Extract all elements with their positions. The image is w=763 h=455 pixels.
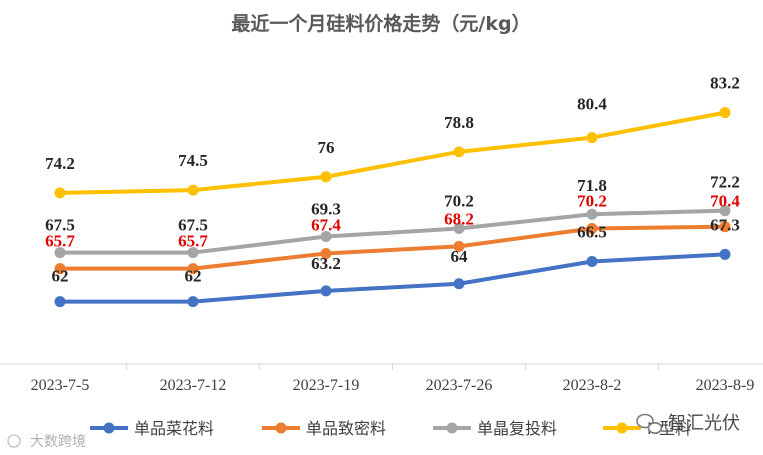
legend-marker bbox=[275, 422, 287, 434]
series-line bbox=[58, 110, 727, 195]
data-point bbox=[54, 296, 66, 308]
data-point bbox=[719, 248, 731, 260]
watermark-logo-text: 大数跨境 bbox=[30, 434, 86, 450]
data-point bbox=[187, 247, 199, 259]
data-label: 74.5 bbox=[178, 151, 208, 170]
series-3-labels: 67.5 67.569.3 70.271.8 72.2 bbox=[45, 173, 740, 235]
data-point bbox=[54, 187, 66, 199]
data-label: 63.2 bbox=[311, 254, 341, 273]
data-label: 67.5 bbox=[178, 216, 208, 235]
data-label: 65.7 bbox=[45, 232, 75, 251]
data-point bbox=[586, 132, 598, 144]
series-1-labels: 62 62 63.2 64 66.5 67.3 bbox=[52, 215, 740, 285]
series-2-labels: 65.7 65.767.4 68.270.2 70.4 bbox=[45, 192, 740, 251]
legend-marker bbox=[616, 422, 628, 434]
data-label: 83.2 bbox=[710, 74, 740, 93]
series-1 bbox=[54, 248, 731, 308]
series-2 bbox=[54, 221, 731, 275]
legend-item[interactable]: 单晶复投料 bbox=[433, 419, 557, 438]
series-line bbox=[58, 224, 727, 271]
data-point bbox=[586, 223, 598, 235]
data-point bbox=[54, 263, 66, 275]
data-label: 65.7 bbox=[178, 232, 208, 251]
x-tick-label: 2023-8-9 bbox=[696, 377, 755, 394]
data-point bbox=[453, 240, 465, 252]
wechat-watermark: 智汇光伏 bbox=[636, 413, 740, 434]
series-4 bbox=[54, 107, 731, 199]
legend-marker bbox=[446, 422, 458, 434]
legend-item[interactable]: 单品菜花料 bbox=[90, 419, 214, 438]
x-tick-label: 2023-7-5 bbox=[31, 377, 90, 394]
data-point bbox=[320, 231, 332, 243]
data-point bbox=[187, 184, 199, 196]
data-point bbox=[586, 208, 598, 220]
data-point bbox=[320, 247, 332, 259]
data-label: 64 bbox=[451, 247, 469, 266]
legend-marker bbox=[103, 422, 115, 434]
data-label: 62 bbox=[52, 267, 69, 286]
x-tick-label: 2023-7-12 bbox=[160, 377, 227, 394]
data-point bbox=[187, 263, 199, 275]
data-point bbox=[320, 171, 332, 183]
data-label: 67.3 bbox=[710, 215, 740, 234]
data-label: 70.2 bbox=[444, 192, 474, 211]
data-point bbox=[453, 223, 465, 235]
chart-title: 最近一个月硅料价格走势（元/kg） bbox=[231, 12, 530, 35]
watermark-text: 智汇光伏 bbox=[668, 413, 740, 434]
legend-item[interactable]: 单品致密料 bbox=[262, 419, 386, 438]
x-tick-label: 2023-7-19 bbox=[293, 377, 360, 394]
series-line bbox=[58, 252, 727, 304]
x-tick-label: 2023-8-2 bbox=[563, 377, 622, 394]
data-label: 67.5 bbox=[45, 216, 75, 235]
series-3 bbox=[54, 205, 731, 259]
bottom-watermark: 大数跨境 bbox=[7, 434, 86, 450]
wechat-icon bbox=[636, 413, 663, 434]
data-label: 72.2 bbox=[710, 173, 740, 192]
data-point bbox=[453, 278, 465, 290]
legend-label: 单品菜花料 bbox=[134, 419, 214, 438]
data-label: 70.2 bbox=[577, 192, 607, 211]
data-point bbox=[453, 146, 465, 158]
data-point bbox=[586, 255, 598, 267]
data-label: 71.8 bbox=[577, 176, 607, 195]
data-label: 78.8 bbox=[444, 113, 474, 132]
data-label: 74.2 bbox=[45, 154, 75, 173]
series-line bbox=[58, 208, 727, 255]
legend-label: 单晶复投料 bbox=[477, 419, 557, 438]
data-point bbox=[719, 221, 731, 233]
plot-area: 2023-7-5 2023-7-12 2023-7-19 2023-7-26 2023-… bbox=[0, 74, 763, 394]
watermark-logo-icon bbox=[7, 434, 21, 448]
legend-label: 单品致密料 bbox=[306, 419, 386, 438]
series-4-labels: 74.2 74.5 76 78.8 80.4 83.2 bbox=[45, 74, 740, 173]
data-label: 62 bbox=[185, 267, 202, 286]
x-tick-label: 2023-7-26 bbox=[426, 377, 493, 394]
data-point bbox=[187, 296, 199, 308]
data-label: 66.5 bbox=[577, 222, 607, 241]
data-point bbox=[320, 285, 332, 297]
data-label: 80.4 bbox=[577, 95, 607, 114]
data-point bbox=[719, 107, 731, 119]
data-label: 67.4 bbox=[311, 215, 341, 234]
data-label: 69.3 bbox=[311, 200, 341, 219]
data-point bbox=[719, 205, 731, 217]
legend: 单品菜花料 单品致密料 单晶复投料 N型料 bbox=[90, 419, 691, 438]
data-label: 76 bbox=[318, 138, 335, 157]
data-label: 70.4 bbox=[710, 192, 740, 211]
data-label: 68.2 bbox=[444, 209, 474, 228]
data-point bbox=[54, 247, 66, 259]
